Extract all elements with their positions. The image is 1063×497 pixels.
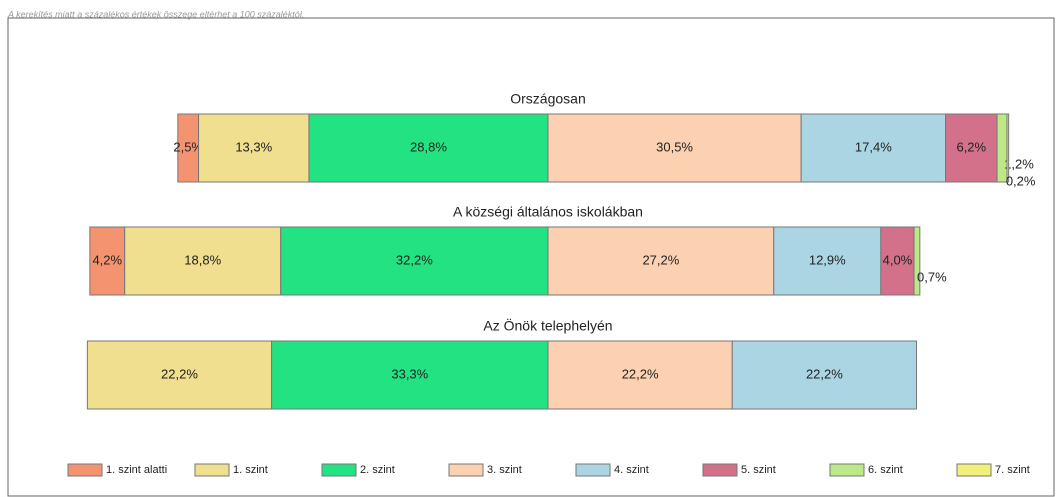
- bar-segment: [996, 113, 1008, 183]
- bar-segment: [547, 226, 775, 296]
- data-label: 32,2%: [396, 252, 433, 267]
- bar-segment: [731, 340, 918, 410]
- data-label: 22,2%: [161, 366, 198, 381]
- legend-swatch: [702, 463, 738, 477]
- legend-label: 1. szint: [233, 464, 268, 476]
- legend-label: 1. szint alatti: [106, 464, 167, 476]
- bar-segment: [945, 113, 998, 183]
- data-label: 17,4%: [855, 139, 892, 154]
- data-label: 30,5%: [656, 139, 693, 154]
- bar-segment: [547, 340, 733, 410]
- bar-segment: [773, 226, 882, 296]
- data-label: 22,2%: [806, 366, 843, 381]
- chart-subtitle: A kerekítés miatt a százalékos értékek ö…: [7, 9, 304, 19]
- data-label: 4,0%: [883, 252, 913, 267]
- bar-segment: [86, 340, 273, 410]
- bar-segment: [913, 226, 921, 296]
- data-label: 22,2%: [622, 366, 659, 381]
- legend-swatch: [829, 463, 865, 477]
- legend-swatch: [67, 463, 103, 477]
- bar-segment: [271, 340, 549, 410]
- data-label: 2,5%: [173, 139, 203, 154]
- data-label: 27,2%: [642, 252, 679, 267]
- category-title: A községi általános iskolákban: [453, 204, 643, 220]
- bar-segment: [800, 113, 947, 183]
- bar-segment: [124, 226, 282, 296]
- bar-segment: [89, 226, 126, 296]
- legend-label: 7. szint: [995, 464, 1030, 476]
- legend-swatch: [194, 463, 230, 477]
- data-label: 0,2%: [1006, 173, 1036, 188]
- legend-swatch: [321, 463, 357, 477]
- data-label: 12,9%: [809, 252, 846, 267]
- data-label: 13,3%: [235, 139, 272, 154]
- bar-segment: [280, 226, 549, 296]
- legend-swatch: [448, 463, 484, 477]
- bar-segment: [308, 113, 549, 183]
- category-title: Országosan: [510, 91, 585, 107]
- legend-label: 6. szint: [868, 464, 903, 476]
- data-label: 28,8%: [410, 139, 447, 154]
- bar-segment: [547, 113, 802, 183]
- legend-swatch: [575, 463, 611, 477]
- category-title: Az Önök telephelyén: [483, 317, 612, 334]
- data-label: 0,7%: [917, 269, 947, 284]
- bar-segment: [1006, 113, 1010, 183]
- data-label: 18,8%: [184, 252, 221, 267]
- legend-label: 3. szint: [487, 464, 522, 476]
- data-label: 1,2%: [1004, 156, 1034, 171]
- data-label: 6,2%: [956, 139, 986, 154]
- data-label: 4,2%: [92, 252, 122, 267]
- legend-swatch: [956, 463, 992, 477]
- data-label: 33,3%: [391, 366, 428, 381]
- legend-label: 5. szint: [741, 464, 776, 476]
- legend-label: 2. szint: [360, 464, 395, 476]
- legend-label: 4. szint: [614, 464, 649, 476]
